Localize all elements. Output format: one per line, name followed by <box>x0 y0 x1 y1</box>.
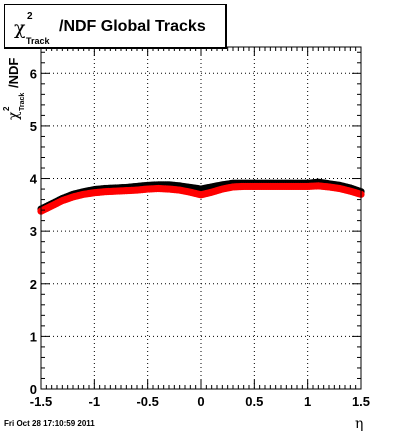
y-tick-label: 1 <box>30 329 37 344</box>
x-tick-label: 1.5 <box>352 394 370 409</box>
y-tick-label: 4 <box>30 172 38 187</box>
y-axis: 0 1 2 3 4 5 6 <box>30 51 361 397</box>
y-tick-label: 0 <box>30 382 37 397</box>
x-tick-label: -1 <box>89 394 101 409</box>
y-axis-label-sub: Track <box>19 93 26 111</box>
y-tick-label: 2 <box>30 277 37 292</box>
chart-title-subscript: Track <box>26 36 50 46</box>
grid-lines <box>41 47 361 389</box>
chart-title-box: χ 2 Track /NDF Global Tracks <box>4 4 227 49</box>
y-tick-label: 5 <box>30 119 37 134</box>
plot-border <box>40 46 362 390</box>
chart-title-superscript: 2 <box>27 11 33 22</box>
y-tick-label: 3 <box>30 224 37 239</box>
y-axis-label-sup: 2 <box>2 106 11 111</box>
y-axis-label-symbol: χ <box>6 111 22 120</box>
y-tick-label: 6 <box>30 66 37 81</box>
y-axis-label: χ 2 Track /NDF <box>2 58 26 120</box>
series-points <box>37 182 365 215</box>
x-tick-label: 0 <box>197 394 204 409</box>
x-axis-label: η <box>355 416 363 432</box>
x-tick-label: 0.5 <box>245 394 263 409</box>
y-axis-label-text: /NDF <box>6 58 21 88</box>
x-tick-label: -0.5 <box>136 394 158 409</box>
timestamp-footer: Fri Oct 28 17:10:59 2011 <box>4 419 95 428</box>
chart-title-symbol: χ <box>14 17 26 39</box>
x-tick-label: 1 <box>304 394 311 409</box>
chart-title-text: /NDF Global Tracks <box>59 18 206 35</box>
plot-frame <box>40 46 362 390</box>
x-tick-label: -1.5 <box>30 394 52 409</box>
x-axis: -1.5 -1 -0.5 0 0.5 1 1.5 <box>30 47 370 409</box>
data-series <box>37 178 365 215</box>
